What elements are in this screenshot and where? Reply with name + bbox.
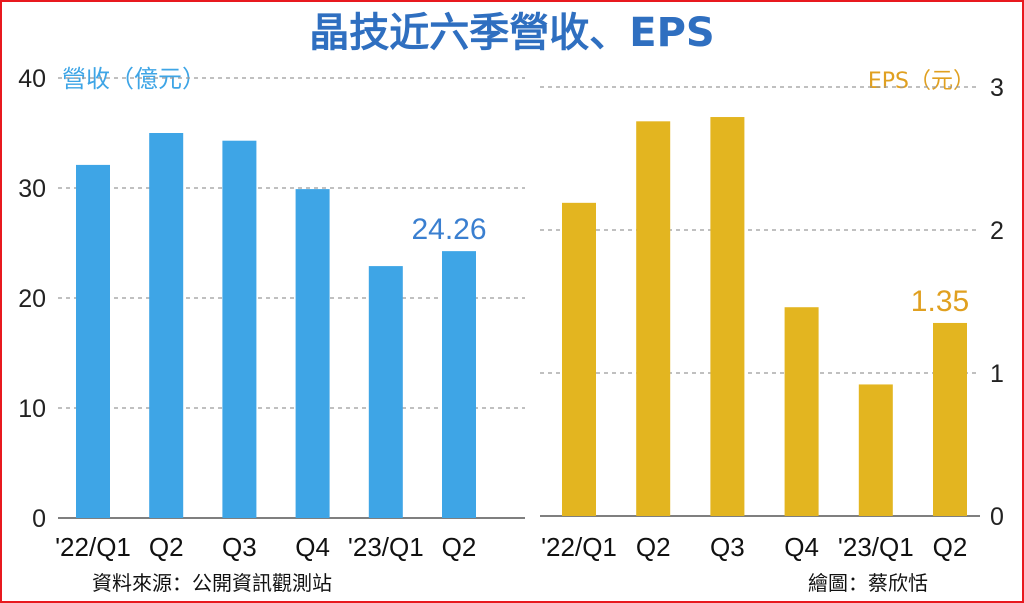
credit-note: 繪圖：蔡欣恬 bbox=[808, 571, 928, 595]
eps-category-label: Q2 bbox=[933, 532, 968, 562]
rev-ytick-label: 10 bbox=[18, 395, 46, 423]
rev-bar bbox=[442, 251, 476, 518]
eps-ytick-label: 1 bbox=[990, 360, 1004, 388]
rev-category-label: Q4 bbox=[295, 532, 330, 562]
rev-bar bbox=[295, 189, 330, 518]
rev-category-label: Q2 bbox=[442, 532, 477, 562]
eps-category-label: Q4 bbox=[784, 532, 819, 562]
rev-category-label: Q2 bbox=[149, 532, 184, 562]
rev-bar bbox=[368, 266, 403, 518]
rev-bar bbox=[76, 164, 110, 518]
eps-category-label: '23/Q1 bbox=[838, 532, 914, 562]
eps-ytick-label: 0 bbox=[990, 503, 1004, 531]
eps-bar bbox=[933, 322, 967, 516]
revenue-unit-label: 營收（億元） bbox=[62, 65, 206, 93]
eps-category-label: '22/Q1 bbox=[541, 532, 617, 562]
rev-category-label: '23/Q1 bbox=[348, 532, 424, 562]
chart-title: 晶技近六季營收、EPS bbox=[309, 10, 714, 56]
rev-bar bbox=[222, 140, 257, 518]
eps-ytick-label: 3 bbox=[990, 74, 1004, 102]
source-note: 資料來源：公開資訊觀測站 bbox=[92, 571, 332, 595]
rev-ytick-label: 0 bbox=[32, 505, 46, 533]
revenue-panel: 營收（億元） 0 10 20 30 40 '22/Q1 Q2 Q3 Q4 '23/Q1 Q2 24.2… bbox=[18, 65, 525, 562]
rev-data-label: 24.26 bbox=[411, 213, 486, 246]
eps-unit-label: EPS（元） bbox=[868, 69, 975, 94]
rev-category-label: Q3 bbox=[222, 532, 257, 562]
rev-ytick-label: 20 bbox=[18, 285, 46, 313]
rev-category-label: '22/Q1 bbox=[55, 532, 131, 562]
eps-ytick-label: 2 bbox=[990, 217, 1004, 245]
eps-bar bbox=[858, 384, 893, 516]
eps-category-label: Q2 bbox=[636, 532, 671, 562]
rev-ytick-label: 40 bbox=[18, 65, 46, 93]
eps-bar bbox=[710, 117, 745, 516]
eps-data-label: 1.35 bbox=[911, 285, 969, 318]
eps-bar bbox=[562, 202, 596, 516]
rev-bar bbox=[149, 133, 184, 518]
eps-bar bbox=[636, 121, 671, 516]
eps-panel: EPS（元） 0 1 2 3 '22/Q1 Q2 Q3 Q4 '23/Q1 Q2 1.35 bbox=[540, 69, 1004, 562]
rev-ytick-label: 30 bbox=[18, 175, 46, 203]
eps-bar bbox=[784, 307, 819, 516]
eps-category-label: Q3 bbox=[710, 532, 745, 562]
